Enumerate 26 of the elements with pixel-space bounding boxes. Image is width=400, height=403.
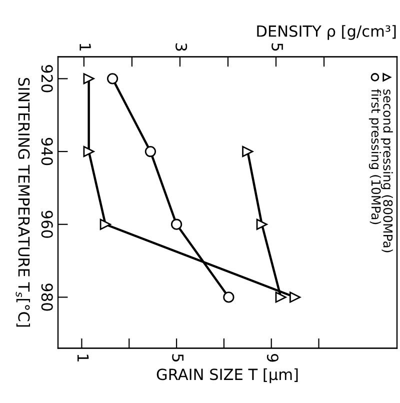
y-tick-label: 980 [41, 284, 53, 311]
point [144, 146, 156, 158]
point [290, 292, 301, 303]
point [256, 218, 268, 230]
x2-axis-title: DENSITY ρ [g/cm³] [257, 25, 396, 40]
point [83, 73, 94, 84]
legend-label: first pressing (10MPa) [368, 89, 382, 224]
point [106, 73, 118, 84]
point [275, 292, 286, 303]
x2-tick-label: 5 [272, 43, 283, 51]
x-tick-label: 1 [77, 354, 89, 362]
x2-tick-label: 1 [80, 44, 91, 51]
y-tick-label: 920 [41, 65, 53, 92]
point [170, 218, 182, 230]
x-tick-label: 9 [266, 354, 278, 362]
point [100, 218, 111, 230]
legend-label: second pressing (800MPa) [380, 90, 393, 252]
y-tick-label: 960 [41, 210, 53, 238]
point [223, 292, 234, 303]
point [242, 146, 254, 158]
x-tick-label: 5 [172, 354, 184, 362]
y-axis-title: SINTERING TEMPERATURE T$_{s}$[°C] [16, 78, 30, 327]
x2-tick-label: 3 [176, 43, 188, 51]
point [83, 146, 94, 158]
y-tick-label: 940 [41, 138, 53, 166]
x-axis-title: GRAIN SIZE T [μm] [156, 368, 298, 384]
